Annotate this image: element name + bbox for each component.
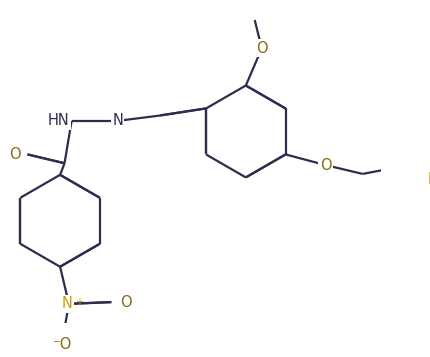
- Text: O: O: [120, 295, 132, 310]
- Text: ⁻O: ⁻O: [52, 337, 71, 352]
- Text: O: O: [319, 157, 331, 172]
- Text: +: +: [75, 297, 83, 307]
- Text: N: N: [112, 113, 123, 129]
- Text: O: O: [255, 41, 267, 56]
- Text: HN: HN: [48, 113, 70, 129]
- Text: N: N: [61, 296, 73, 311]
- Text: N: N: [427, 172, 430, 187]
- Text: O: O: [9, 147, 20, 162]
